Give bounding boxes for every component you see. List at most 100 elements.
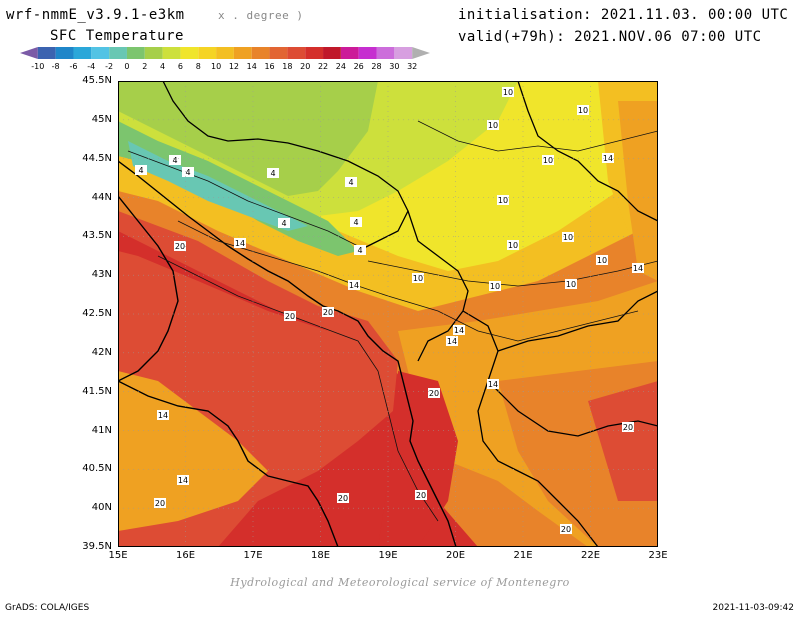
colorbar-swatch [340, 47, 359, 59]
latitude-label: 40.5N [82, 463, 112, 475]
svg-text:20: 20 [623, 423, 633, 432]
svg-text:4: 4 [185, 168, 190, 177]
contour-label: 10 [596, 255, 608, 265]
colorbar-label: -10 [31, 62, 44, 71]
svg-text:4: 4 [353, 218, 358, 227]
colorbar-swatch [180, 47, 199, 59]
isotherm-10 [417, 120, 658, 152]
contour-label: 14 [602, 153, 614, 163]
colorbar-label: 2 [142, 62, 147, 71]
latitude-label: 44.5N [82, 152, 112, 164]
contour-label: 20 [284, 311, 296, 321]
country-border-3 [462, 310, 599, 547]
longitude-label: 15E [108, 550, 128, 561]
svg-text:10: 10 [597, 256, 607, 265]
contour-label: 14 [157, 410, 169, 420]
colorbar-swatch [412, 47, 430, 59]
latitude-label: 41.5N [82, 385, 112, 397]
svg-text:14: 14 [349, 281, 359, 290]
contour-label: 10 [562, 232, 574, 242]
contour-label: 20 [337, 493, 349, 503]
contour-label: 4 [278, 218, 290, 228]
colorbar-swatch [376, 47, 395, 59]
initialisation-time: initialisation: 2021.11.03. 00:00 UTC [458, 7, 789, 23]
colorbar-label: -2 [105, 62, 113, 71]
colorbar-swatch [162, 47, 181, 59]
colorbar-label: -4 [87, 62, 95, 71]
longitude-label: 21E [513, 550, 533, 561]
coastline [118, 160, 457, 547]
country-border-2 [407, 210, 469, 362]
colorbar-label: 14 [247, 62, 257, 71]
contour-label: 4 [354, 245, 366, 255]
colorbar-swatch [323, 47, 341, 59]
isotherm-10b [367, 260, 658, 287]
svg-text:14: 14 [633, 264, 643, 273]
colorbar-swatch [394, 47, 413, 59]
svg-text:20: 20 [429, 389, 439, 398]
svg-text:10: 10 [498, 196, 508, 205]
italy-heel [118, 380, 339, 547]
colorbar-label: 20 [300, 62, 310, 71]
colorbar-label: 32 [407, 62, 417, 71]
temp-zone-red-inland [378, 371, 458, 547]
colorbar-label: 6 [178, 62, 183, 71]
svg-text:20: 20 [323, 308, 333, 317]
temp-zone-14-ne [618, 101, 658, 281]
colorbar-label: 26 [354, 62, 364, 71]
latitude-label: 41N [91, 424, 112, 436]
contour-label: 10 [497, 195, 509, 205]
contour-label: 14 [632, 263, 644, 273]
longitude-label: 23E [648, 550, 668, 561]
country-border-5 [487, 380, 658, 437]
colorbar-swatch [20, 47, 38, 59]
colorbar-label: -8 [52, 62, 60, 71]
latitude-label: 45.5N [82, 75, 112, 86]
latitude-label: 42.5N [82, 308, 112, 319]
temperature-colorbar: -10 -8 -6 -4 -2 0 2 4 6 8 10 12 14 16 18 20 22 24 26 28 30 32 [20, 47, 430, 71]
svg-text:4: 4 [348, 178, 353, 187]
colorbar-swatch [358, 47, 377, 59]
latitude-label: 39.5N [82, 541, 112, 552]
colorbar-swatch [37, 47, 56, 59]
render-timestamp: 2021-11-03-09:42 [712, 603, 795, 613]
svg-text:10: 10 [578, 106, 588, 115]
svg-text:14: 14 [178, 476, 188, 485]
svg-text:10: 10 [488, 121, 498, 130]
svg-text:20: 20 [561, 525, 571, 534]
contour-label: 20 [154, 498, 166, 508]
colorbar-swatch [251, 47, 270, 59]
country-border-1 [162, 81, 409, 252]
colorbar-swatch [216, 47, 234, 59]
isotherm-20 [157, 255, 439, 522]
latitude-label: 42N [91, 346, 112, 358]
contour-label: 14 [487, 379, 499, 389]
colorbar-swatch [109, 47, 127, 59]
map-border [118, 81, 658, 547]
contour-label: 20 [174, 241, 186, 251]
colorbar-label: 16 [264, 62, 274, 71]
latitude-label: 43N [91, 269, 112, 281]
contour-label: 4 [267, 168, 279, 178]
colorbar-label: 30 [389, 62, 399, 71]
variable-title: SFC Temperature [50, 28, 184, 44]
svg-text:10: 10 [563, 233, 573, 242]
contour-label: 10 [542, 155, 554, 165]
contour-label: 10 [502, 87, 514, 97]
longitude-label: 16E [175, 550, 196, 561]
longitude-label: 20E [445, 550, 466, 561]
svg-text:4: 4 [138, 166, 143, 175]
colorbar-swatch [126, 47, 145, 59]
contour-label: 4 [345, 177, 357, 187]
colorbar-swatch [233, 47, 252, 59]
contour-label: 14 [348, 280, 360, 290]
svg-text:14: 14 [488, 380, 498, 389]
colorbar-swatch [73, 47, 92, 59]
contour-label: 20 [415, 490, 427, 500]
svg-text:10: 10 [508, 241, 518, 250]
colorbar-label: 18 [282, 62, 292, 71]
colorbar-swatch [269, 47, 288, 59]
svg-text:20: 20 [338, 494, 348, 503]
